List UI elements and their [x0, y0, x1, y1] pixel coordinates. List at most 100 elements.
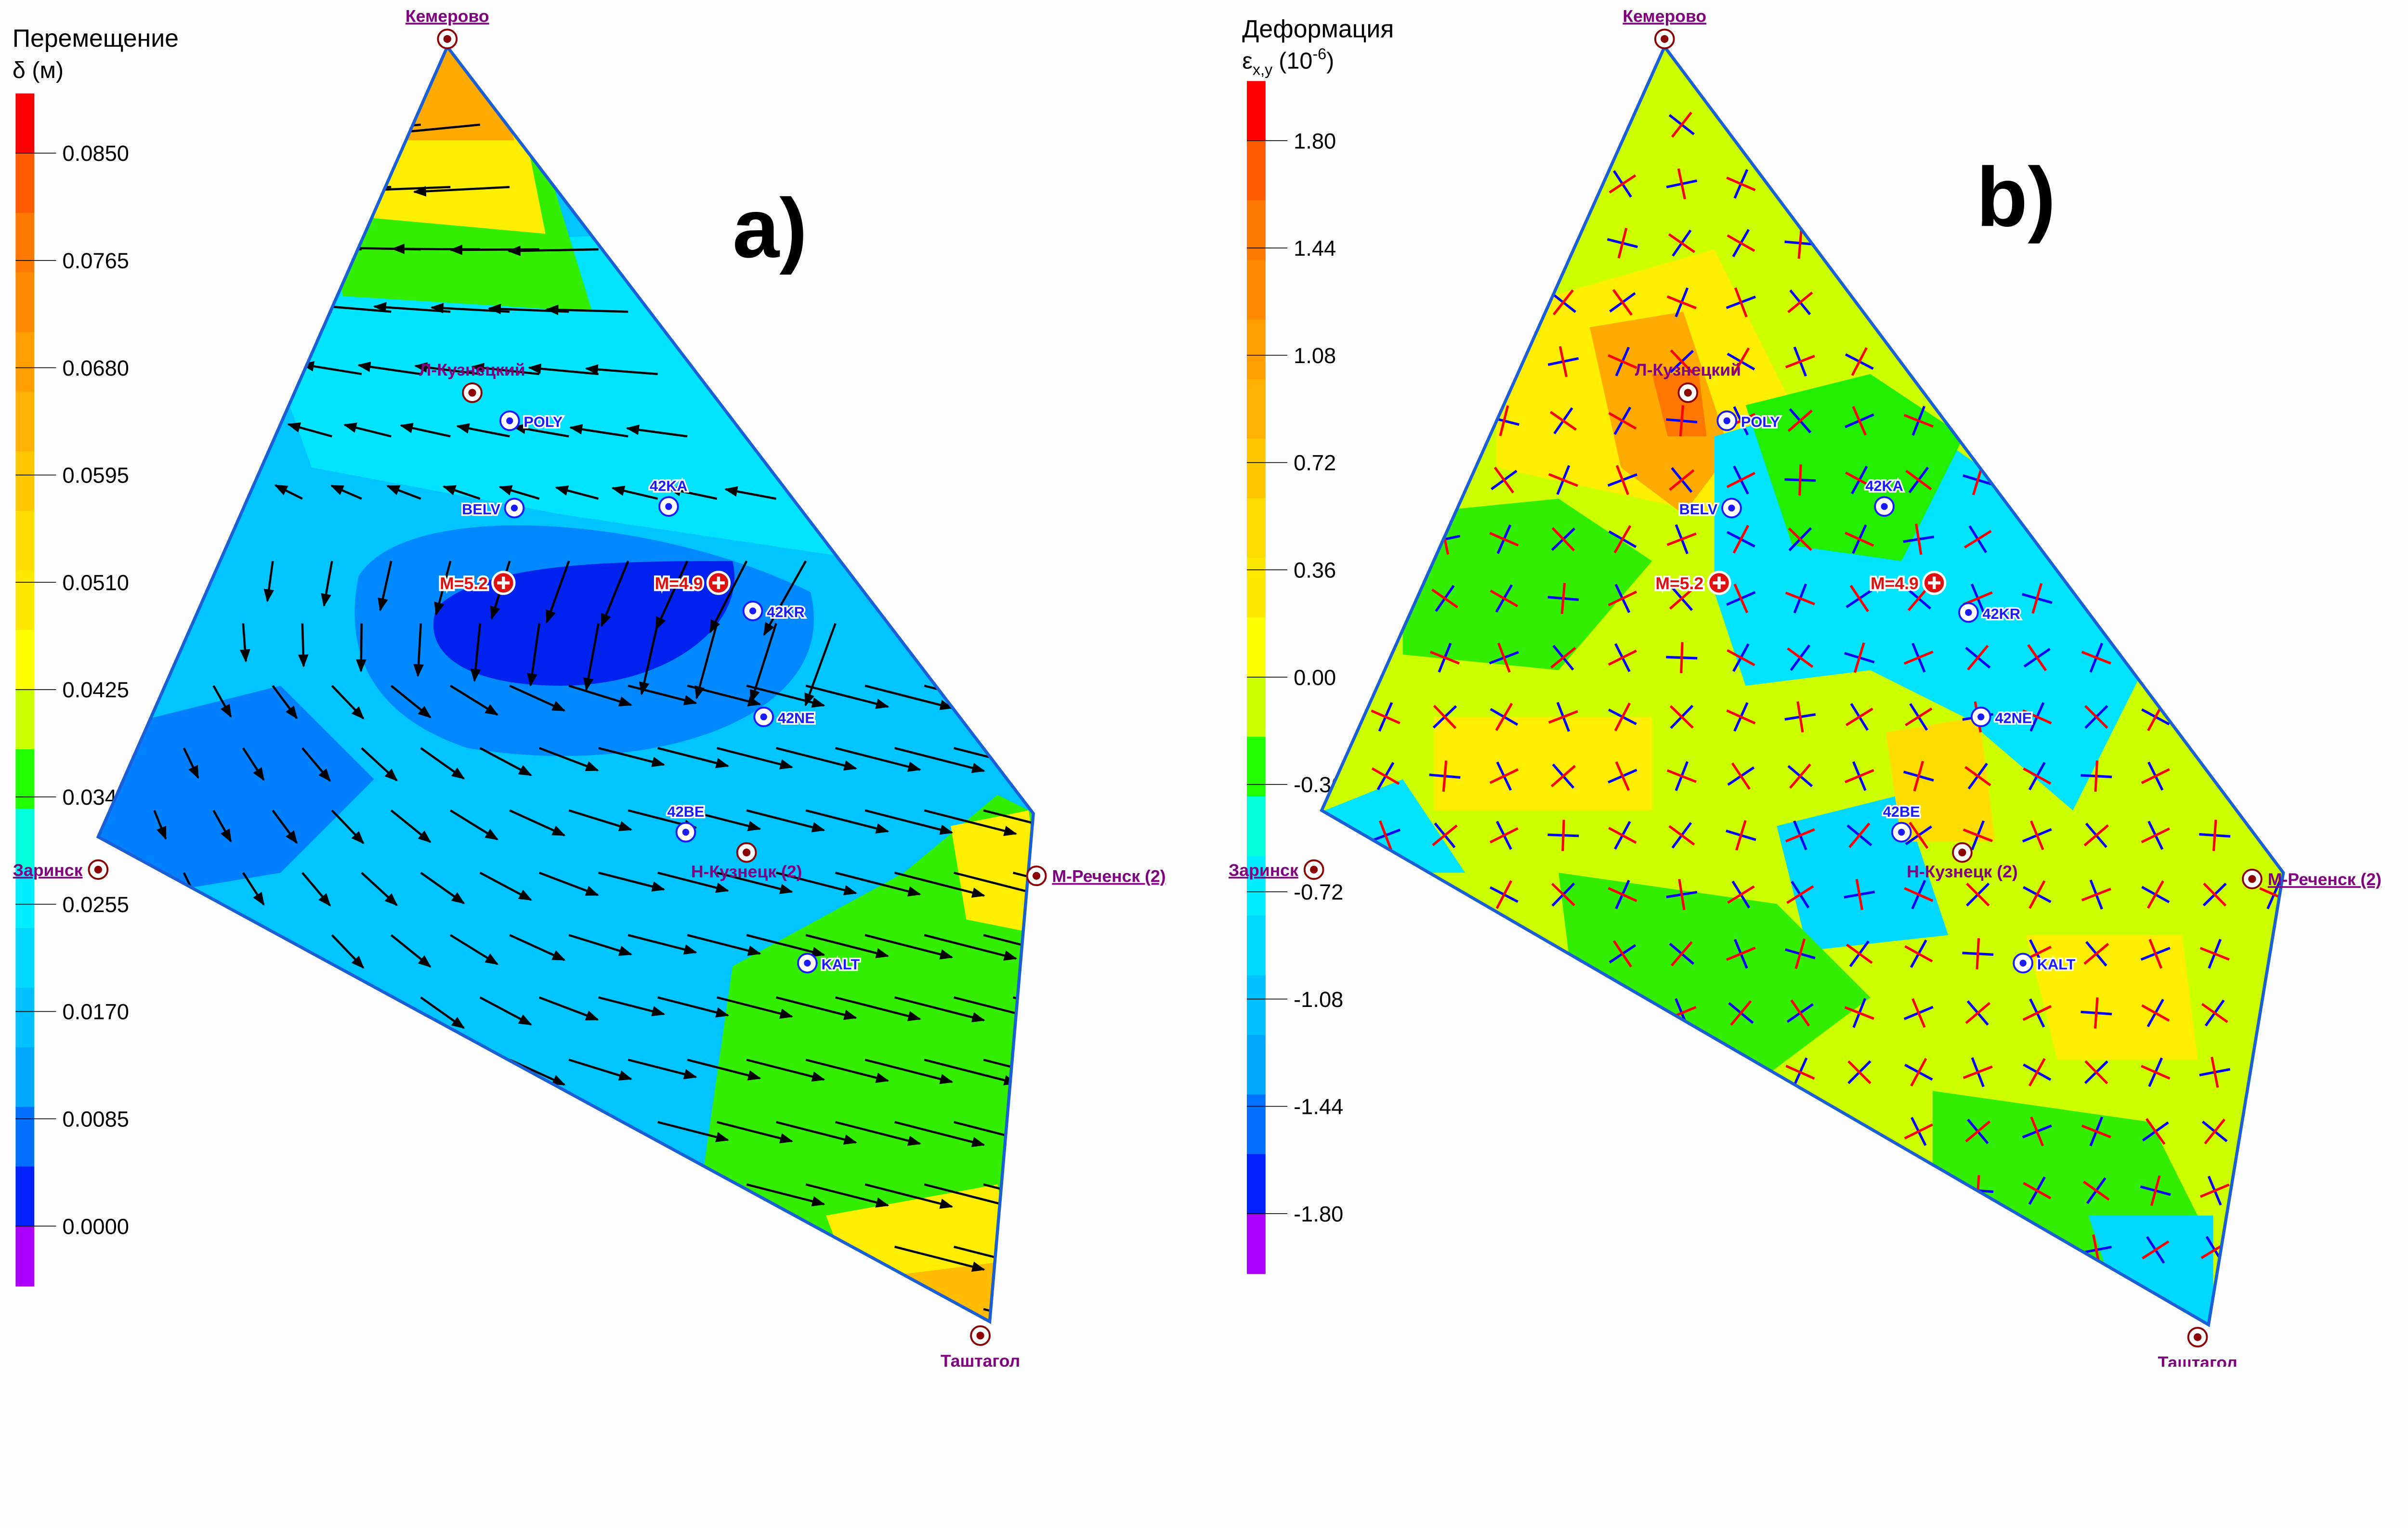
- legend-swatch: [1246, 856, 1266, 916]
- extension-axis: [1489, 532, 1519, 547]
- extension-axis: [1560, 583, 1566, 614]
- extension-axis: [2082, 1180, 2110, 1201]
- displacement-arrow: [361, 747, 398, 782]
- extension-axis: [2083, 824, 2109, 847]
- extension-axis: [2199, 1183, 2230, 1198]
- displacement-arrow: [611, 485, 658, 500]
- displacement-arrow: [805, 684, 890, 709]
- extension-axis: [1904, 1123, 1933, 1140]
- city-marker-dot: [1958, 849, 1966, 857]
- extension-axis: [1909, 822, 1929, 849]
- station-label-be: 42BE: [667, 803, 705, 820]
- extension-axis: [1913, 760, 1924, 792]
- displacement-arrow: [331, 685, 365, 719]
- extension-axis: [2022, 709, 2052, 725]
- legend-a-unit: δ (м): [13, 57, 64, 83]
- extension-axis: [1561, 820, 1565, 851]
- displacement-arrow: [355, 623, 366, 673]
- displacement-arrow: [717, 872, 794, 894]
- extension-axis: [2029, 820, 2044, 850]
- station-label-ne: 42NE: [1995, 710, 2032, 727]
- legend-swatch: [15, 1107, 35, 1167]
- gps-station-dot: [760, 713, 767, 720]
- legend-tick-label: 0.0170: [62, 1000, 129, 1024]
- extension-axis: [1548, 710, 1579, 724]
- event-label-m52: М=5.2: [1655, 574, 1703, 593]
- gps-station-dot: [665, 503, 672, 510]
- extension-axis: [2259, 887, 2284, 902]
- displacement-arrow: [296, 183, 392, 195]
- extension-axis: [2199, 947, 2230, 961]
- extension-axis: [1489, 827, 1519, 844]
- displacement-arrow: [983, 1308, 1034, 1322]
- legend-tick-label: 0.0085: [62, 1107, 129, 1131]
- event-label-m49: М=4.9: [655, 574, 703, 593]
- displacement-arrow: [598, 872, 666, 892]
- extension-axis: [2027, 644, 2047, 671]
- extension-axis: [1788, 527, 1812, 551]
- extension-axis: [2148, 939, 2163, 969]
- legend-swatch: [1246, 81, 1266, 142]
- extension-axis: [1615, 465, 1629, 495]
- extension-axis: [1967, 645, 1989, 671]
- displacement-arrow: [628, 934, 697, 955]
- legend-swatch: [1246, 200, 1266, 261]
- legend-tick-label: 0.0765: [62, 248, 129, 273]
- extension-axis: [2031, 583, 2043, 614]
- legend-tick-label: 0.0595: [62, 463, 129, 488]
- extension-axis: [1727, 234, 1755, 252]
- extension-axis: [1670, 349, 1694, 374]
- displacement-arrow: [153, 810, 167, 840]
- displacement-arrow: [717, 996, 794, 1019]
- city-label-kemerovo: Кемерово: [406, 6, 489, 26]
- legend-tick-label: 0.0255: [62, 892, 129, 917]
- displacement-arrow: [330, 484, 362, 500]
- panel-b-label: b): [1976, 150, 2056, 244]
- strain-contours: [1322, 47, 2284, 1325]
- displacement-arrow: [331, 810, 365, 844]
- displacement-arrow: [864, 1058, 954, 1084]
- displacement-arrow: [449, 244, 539, 255]
- extension-axis: [1669, 587, 1694, 610]
- displacement-arrow: [434, 561, 452, 616]
- displacement-arrow: [687, 809, 761, 831]
- displacement-arrow: [568, 684, 632, 707]
- displacement-arrow: [687, 684, 761, 706]
- epicenter-cross-icon: [1713, 576, 1726, 589]
- displacement-arrow: [657, 747, 730, 769]
- city-marker-dot: [976, 1332, 984, 1340]
- extension-axis: [1551, 883, 1575, 907]
- city-marker-dot: [1033, 872, 1041, 880]
- extension-axis: [2028, 880, 2046, 909]
- extension-axis: [1853, 642, 1865, 673]
- station-label-kr: 42KR: [1983, 605, 2021, 622]
- extension-axis: [2212, 820, 2217, 851]
- extension-axis: [1966, 882, 1990, 907]
- extension-axis: [1612, 940, 1633, 967]
- displacement-arrow: [538, 747, 599, 771]
- extension-axis: [2141, 768, 2170, 784]
- extension-axis: [1670, 941, 1693, 966]
- extension-axis: [1442, 760, 1448, 792]
- displacement-arrow: [583, 623, 600, 692]
- station-label-kalt: KALT: [822, 956, 860, 973]
- extension-axis: [2084, 1060, 2108, 1084]
- city-marker-dot: [443, 35, 451, 43]
- extension-axis: [1845, 532, 1874, 547]
- displacement-arrow: [864, 1183, 954, 1209]
- extension-axis: [1789, 763, 1811, 789]
- extension-axis: [1787, 647, 1814, 668]
- extension-axis: [2022, 1005, 2052, 1021]
- extension-axis: [1730, 1000, 1752, 1026]
- extension-axis: [1903, 414, 1934, 428]
- panel-a-displacement-map: Перемещение δ (м) 0.0850 0.0765 0.0680 0.05…: [13, 6, 1166, 1367]
- extension-axis: [2142, 1240, 2170, 1260]
- extension-axis: [1785, 828, 1815, 843]
- legend-tick-label: 0.36: [1294, 558, 1336, 583]
- extension-axis: [1851, 347, 1868, 376]
- displacement-arrow: [724, 486, 777, 500]
- displacement-arrow: [746, 934, 825, 957]
- displacement-arrow: [545, 304, 628, 315]
- extension-axis: [1615, 761, 1630, 791]
- gps-station-dot: [1728, 504, 1735, 512]
